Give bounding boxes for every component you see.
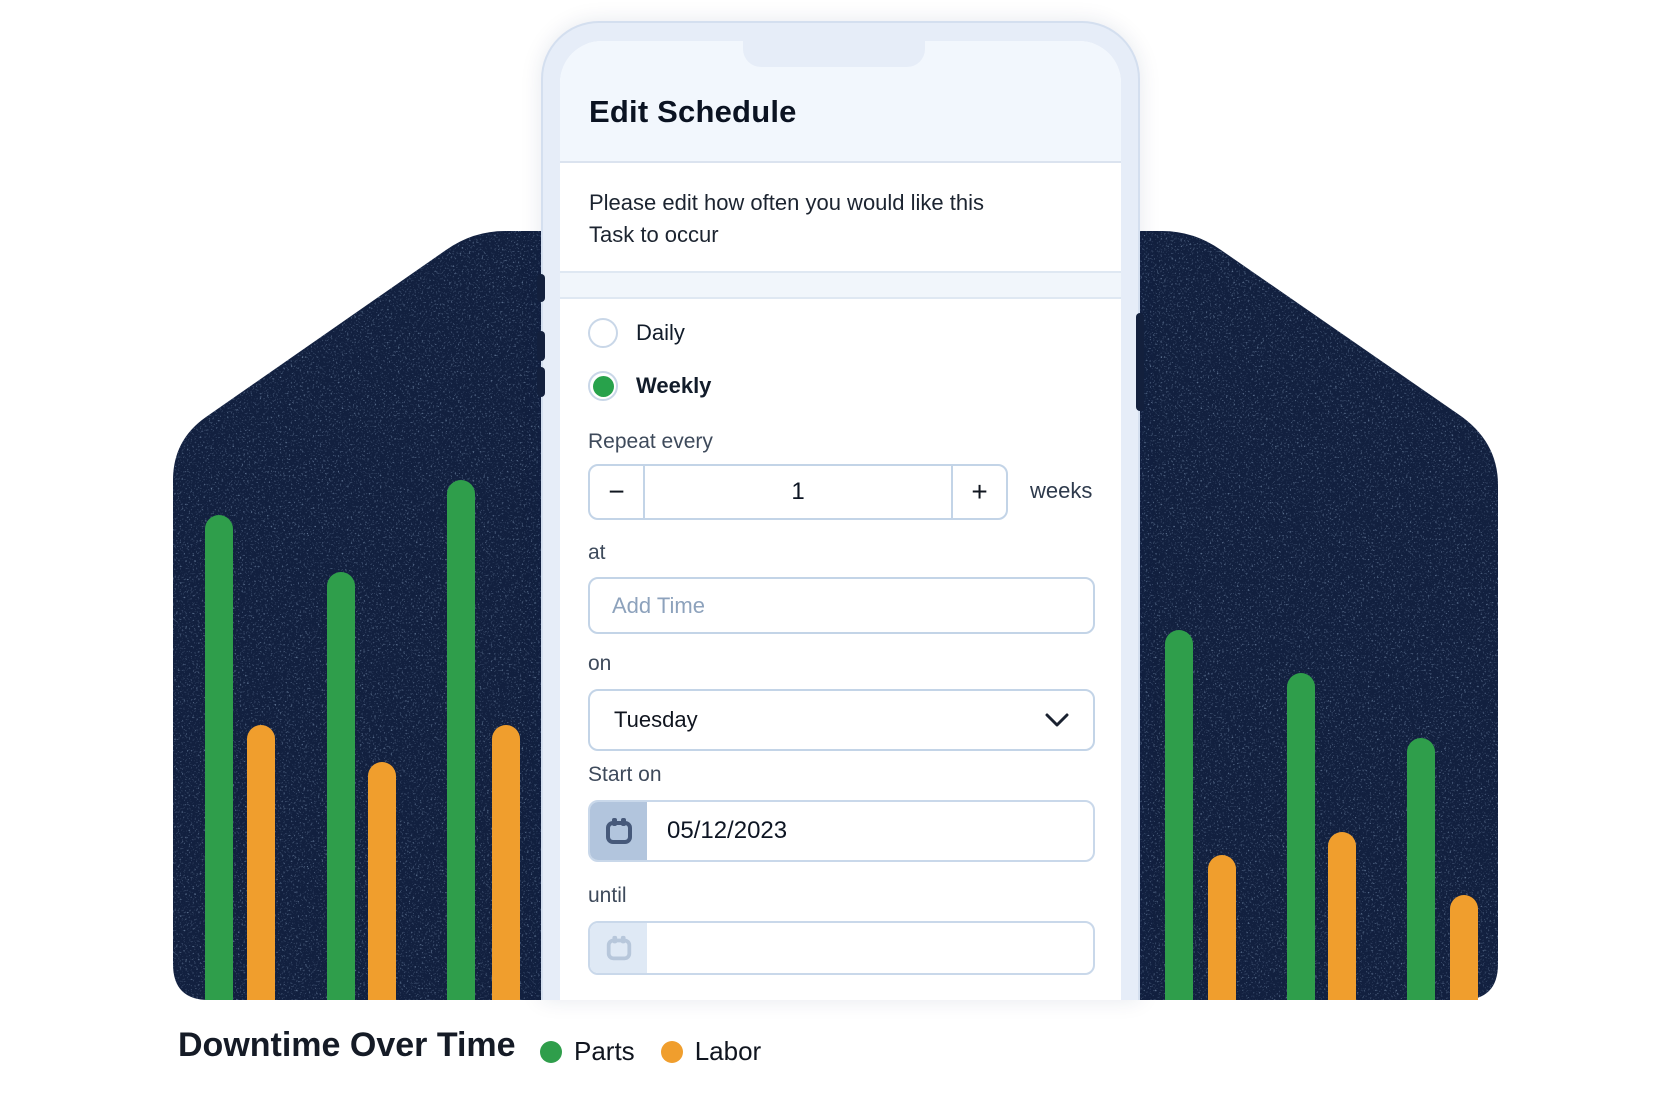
phone-mockup: Edit Schedule Please edit how often you … <box>537 21 1144 1000</box>
stepper-increment-button[interactable]: + <box>951 466 1006 518</box>
legend-item-labor: Labor <box>660 1036 762 1067</box>
chart-legend: Parts Labor <box>540 1036 761 1067</box>
until-label: until <box>588 884 627 907</box>
phone-volume-down-button <box>537 367 545 397</box>
start-on-label: Start on <box>588 763 662 786</box>
phone-mute-button <box>537 274 545 302</box>
stepper-decrement-button[interactable]: − <box>590 466 645 518</box>
time-field-wrap <box>588 577 1095 634</box>
radio-label-weekly: Weekly <box>636 373 712 398</box>
phone-power-button <box>1136 313 1144 411</box>
on-label: on <box>588 652 612 675</box>
legend-label-labor: Labor <box>694 1036 762 1066</box>
radio-circle-selected[interactable] <box>588 371 618 401</box>
until-date-field[interactable] <box>588 921 1095 975</box>
page-title: Edit Schedule <box>589 94 797 129</box>
start-date-value: 05/12/2023 <box>667 817 788 844</box>
parts-legend-dot-icon <box>540 1040 562 1063</box>
repeat-every-label: Repeat every <box>588 430 713 453</box>
stepper-unit-label: weeks <box>1030 478 1093 503</box>
day-select[interactable]: Tuesday <box>588 689 1095 751</box>
day-select-value: Tuesday <box>614 707 698 732</box>
legend-item-parts: Parts <box>540 1036 635 1067</box>
calendar-icon <box>590 923 647 973</box>
at-label: at <box>588 541 606 564</box>
start-date-field[interactable]: 05/12/2023 <box>588 800 1095 862</box>
add-time-input[interactable] <box>590 579 1093 632</box>
radio-option-weekly[interactable]: Weekly <box>588 371 711 401</box>
phone-volume-up-button <box>537 331 545 361</box>
legend-label-parts: Parts <box>574 1036 635 1066</box>
phone-notch <box>743 41 925 67</box>
radio-selected-dot-icon <box>592 375 614 397</box>
radio-label-daily: Daily <box>636 320 685 345</box>
chart-title: Downtime Over Time <box>178 1026 516 1064</box>
chevron-down-icon <box>1045 713 1069 727</box>
weeks-stepper: − 1 + <box>588 464 1008 520</box>
radio-circle-unselected[interactable] <box>588 318 618 348</box>
section-divider-band <box>560 271 1121 299</box>
calendar-icon <box>590 802 647 860</box>
stepper-value[interactable]: 1 <box>791 478 805 505</box>
labor-legend-dot-icon <box>660 1040 683 1063</box>
radio-option-daily[interactable]: Daily <box>588 318 685 348</box>
description-text: Please edit how often you would like thi… <box>589 190 985 247</box>
until-date-value <box>647 923 1093 973</box>
phone-screen: Edit Schedule Please edit how often you … <box>560 41 1121 1000</box>
